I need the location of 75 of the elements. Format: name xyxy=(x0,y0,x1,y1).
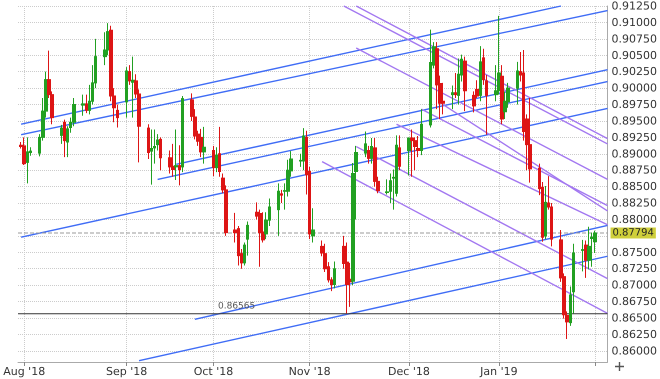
candlestick xyxy=(22,136,26,166)
y-tick-label: 0.88000 xyxy=(612,212,658,226)
candlestick xyxy=(174,128,178,181)
candlestick xyxy=(60,124,63,144)
y-tick-label: 0.87250 xyxy=(612,262,658,276)
candlestick xyxy=(199,128,203,158)
y-tick-label: 0.89000 xyxy=(612,147,658,160)
candlestick xyxy=(370,138,373,164)
candlestick xyxy=(457,58,460,106)
candlestick xyxy=(178,144,181,186)
candlestick xyxy=(544,185,547,240)
y-tick-label: 0.90000 xyxy=(612,82,658,95)
y-tick-label: 0.86500 xyxy=(612,311,658,324)
candlestick xyxy=(63,119,66,158)
candlestick xyxy=(202,126,206,164)
candlestick xyxy=(333,261,336,289)
candlestick xyxy=(429,29,432,128)
candlestick xyxy=(215,146,218,173)
candlestick xyxy=(500,64,504,125)
candlestick xyxy=(159,136,162,171)
x-tick-label: Oct '18 xyxy=(194,365,234,378)
x-tick-label: Sep '18 xyxy=(106,365,148,378)
candlestick xyxy=(479,46,482,102)
candlestick xyxy=(280,189,283,204)
candlestick xyxy=(311,208,315,243)
x-tick-label: Jan '19 xyxy=(479,365,518,378)
candlestick xyxy=(463,56,467,112)
candlestick xyxy=(147,124,150,160)
y-tick-label: 0.90250 xyxy=(612,65,658,78)
candlestick xyxy=(150,128,153,186)
candlestick xyxy=(451,84,454,110)
candlestick xyxy=(581,239,584,272)
x-tick-label: Nov '18 xyxy=(288,365,331,378)
y-tick-label: 0.88500 xyxy=(612,180,658,194)
y-tick-label: 0.90500 xyxy=(612,48,658,62)
candlestick xyxy=(398,134,401,171)
candlestick xyxy=(420,108,423,156)
y-tick-label: 0.91250 xyxy=(612,0,658,12)
candlestick xyxy=(587,226,591,270)
x-tick-label: Dec '18 xyxy=(388,365,430,378)
y-tick-label: 0.86750 xyxy=(612,295,658,308)
candlestick xyxy=(277,182,280,236)
y-tick-label: 0.86000 xyxy=(612,344,658,358)
candlestick xyxy=(407,136,411,176)
y-tick-label: 0.91000 xyxy=(612,16,658,29)
candlestick xyxy=(302,128,305,171)
candlestick xyxy=(131,56,135,118)
ref-line-label: 0.86565 xyxy=(218,302,256,312)
candlestick xyxy=(128,64,131,86)
candlestick xyxy=(364,130,367,158)
candlestick xyxy=(454,72,457,98)
y-tick-label: 0.88750 xyxy=(612,164,658,177)
candlestick xyxy=(367,145,370,164)
candlestick xyxy=(125,66,128,118)
candlestick xyxy=(528,97,532,184)
candlestick xyxy=(516,61,519,106)
candlestick xyxy=(584,240,588,278)
y-tick-label: 0.89500 xyxy=(612,114,658,128)
y-tick-label: 0.88250 xyxy=(612,196,658,210)
y-tick-label: 0.87000 xyxy=(612,278,658,292)
candlestick xyxy=(218,126,221,178)
candlestick xyxy=(212,145,215,177)
y-tick-label: 0.90750 xyxy=(612,32,658,46)
y-tick-label: 0.86250 xyxy=(612,328,658,341)
candlestick xyxy=(26,136,29,184)
y-tick-label: 0.87500 xyxy=(612,246,658,259)
y-tick-label: 0.89250 xyxy=(612,130,658,144)
candlestick xyxy=(81,94,85,116)
candlestick xyxy=(181,95,184,173)
candlestick xyxy=(171,143,175,178)
x-tick-label: Aug '18 xyxy=(3,365,46,378)
y-tick-label: 0.89750 xyxy=(612,98,658,112)
ref-line-label: 0.87794 xyxy=(612,228,654,238)
candlestick xyxy=(410,128,414,178)
candlestick xyxy=(85,94,88,114)
